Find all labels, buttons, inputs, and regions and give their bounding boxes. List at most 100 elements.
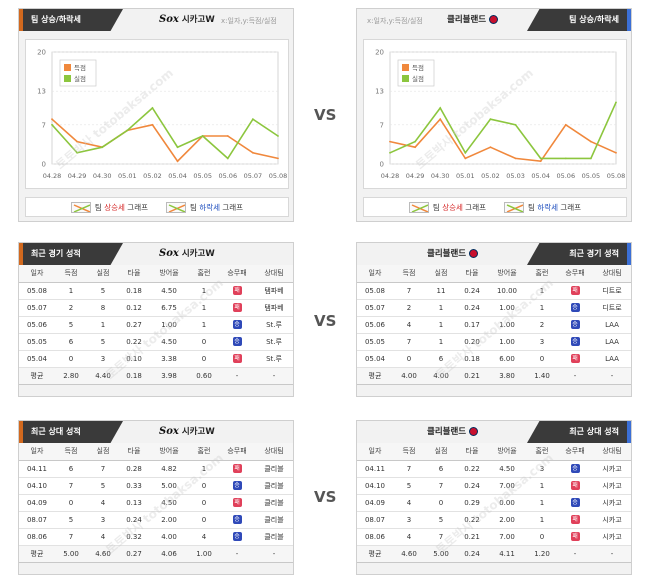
result-badge-cell: 패 [219, 282, 255, 300]
win-badge: 승 [232, 532, 242, 541]
vs-label-3: VS [314, 488, 337, 506]
chicago-team-name: 시카고W [181, 427, 215, 437]
table-cell: 05.08 [19, 282, 55, 300]
table-row: 05.05 6 5 0.22 4.50 0 승 St.루 [19, 333, 293, 351]
data-point [226, 135, 229, 137]
result-badge-cell: 승 [219, 511, 255, 529]
table-cell: 0.24 [457, 477, 487, 495]
loss-badge: 패 [570, 481, 580, 490]
legend-label: 실점 [74, 74, 86, 83]
table-cell: 11 [425, 282, 457, 300]
table-cell: 7 [425, 528, 457, 546]
chicago-team-name: 시카고W [181, 249, 215, 259]
result-badge-cell: 패 [557, 528, 593, 546]
data-point [539, 157, 542, 160]
table-cell: 2.00 [487, 511, 527, 529]
cleveland-trend-panel: x:일자,y:득점/실점 클리블랜드 팀 상승/하락세 0 7 13 20 04.28 0… [356, 8, 632, 222]
table-cell: 0 [55, 494, 87, 512]
table-row: 04.10 5 7 0.24 7.00 1 패 시카고 [357, 477, 631, 495]
column-header: 타율 [457, 443, 487, 461]
average-cell: 1.20 [527, 545, 557, 563]
x-tick-label: 05.08 [607, 172, 626, 180]
axis-note: x:일자,y:득점/실점 [221, 17, 277, 25]
data-point [389, 151, 391, 154]
table-cell: 5 [393, 477, 425, 495]
chicago-h2h-table: 일자 득점 실점 타율 방어율 홈런 승무패 상대팀 04.11 6 7 0.28 4.82 1 패 클리블 0… [19, 443, 293, 563]
average-cell: 0.60 [189, 367, 219, 385]
loss-badge: 패 [232, 464, 242, 473]
y-tick-label: 7 [42, 121, 46, 129]
chicago-trend-panel: 팀 상승/하락세 Sox 시카고W x:일자,y:득점/실점 0 7 13 20 04.… [18, 8, 294, 222]
legend-swatch [402, 64, 409, 71]
data-point [615, 101, 617, 104]
x-tick-label: 05.02 [481, 172, 500, 180]
data-point [564, 157, 567, 160]
table-cell: 클리블 [255, 460, 293, 478]
table-cell: 1 [87, 316, 119, 334]
table-cell: 0 [55, 350, 87, 368]
chicago-trend-chart: 0 7 13 20 04.28 04.29 04.30 05.01 05.02 05.04 05.0… [37, 49, 287, 181]
data-point [151, 123, 154, 126]
column-header: 득점 [55, 265, 87, 283]
loss-badge: 패 [570, 532, 580, 541]
table-cell: 0 [189, 333, 219, 351]
table-cell: 클리블 [255, 528, 293, 546]
table-cell: 시카고 [593, 477, 631, 495]
average-cell: 0.21 [457, 367, 487, 385]
table-cell: 탬파베 [255, 299, 293, 317]
cleveland-team-name: 클리블랜드 [427, 249, 467, 259]
table-cell: 05.06 [19, 316, 55, 334]
trend-tag: 팀 상승/하락세 [19, 9, 123, 31]
column-header: 승무패 [557, 443, 593, 461]
x-tick-label: 05.06 [556, 172, 575, 180]
data-point [51, 123, 53, 126]
table-cell: 05.06 [357, 316, 393, 334]
win-badge: 승 [232, 320, 242, 329]
x-tick-label: 05.07 [244, 172, 263, 180]
table-cell: 3 [393, 511, 425, 529]
column-header: 상대팀 [255, 443, 293, 461]
average-cell: 3.98 [149, 367, 189, 385]
table-cell: 시카고 [593, 528, 631, 546]
data-point [514, 123, 517, 126]
data-point [589, 140, 592, 143]
table-cell: 05.07 [19, 299, 55, 317]
table-cell: 7 [393, 333, 425, 351]
average-cell: 2.80 [55, 367, 87, 385]
table-cell: 0 [393, 350, 425, 368]
average-cell: 평균 [357, 545, 393, 563]
table-cell: 05.04 [19, 350, 55, 368]
table-header-row: 일자 득점 실점 타율 방어율 홈런 승무패 상대팀 [19, 443, 293, 461]
x-tick-label: 05.06 [218, 172, 237, 180]
x-tick-label: 04.30 [431, 172, 450, 180]
table-cell: 0.22 [457, 460, 487, 478]
data-point [76, 140, 79, 143]
table-cell: 05.07 [357, 299, 393, 317]
table-cell: 클리블 [255, 511, 293, 529]
table-row: 04.10 7 5 0.33 5.00 0 승 클리블 [19, 477, 293, 495]
average-cell: 1.00 [189, 545, 219, 563]
table-cell: 10.00 [487, 282, 527, 300]
table-cell: 4.50 [149, 333, 189, 351]
table-cell: 6 [55, 333, 87, 351]
cleveland-trend-chart: 0 7 13 20 04.28 04.29 04.30 05.01 05.02 05.03 05.0… [375, 49, 626, 181]
win-badge: 승 [232, 337, 242, 346]
table-cell: 0.24 [119, 511, 149, 529]
h2h-tag: 최근 상대 성적 [19, 421, 123, 443]
table-row: 05.08 7 11 0.24 10.00 1 패 디트로 [357, 282, 631, 300]
table-cell: 1.00 [149, 316, 189, 334]
table-cell: 7 [425, 477, 457, 495]
column-header: 상대팀 [593, 443, 631, 461]
legend-swatch [402, 75, 409, 82]
table-row: 04.11 7 6 0.22 4.50 3 승 시카고 [357, 460, 631, 478]
table-cell: 0 [425, 494, 457, 512]
table-cell: 08.07 [19, 511, 55, 529]
data-point [277, 157, 279, 160]
table-cell: 08.07 [357, 511, 393, 529]
chicago-recent-panel: 최근 경기 성적 Sox 시카고W 일자 득점 실점 타율 방어율 홈런 승무패 상대팀 05.… [18, 242, 294, 397]
table-cell: 7 [87, 460, 119, 478]
table-cell: 1 [189, 460, 219, 478]
column-header: 방어율 [487, 443, 527, 461]
y-tick-label: 7 [380, 121, 384, 129]
table-cell: 4 [87, 528, 119, 546]
